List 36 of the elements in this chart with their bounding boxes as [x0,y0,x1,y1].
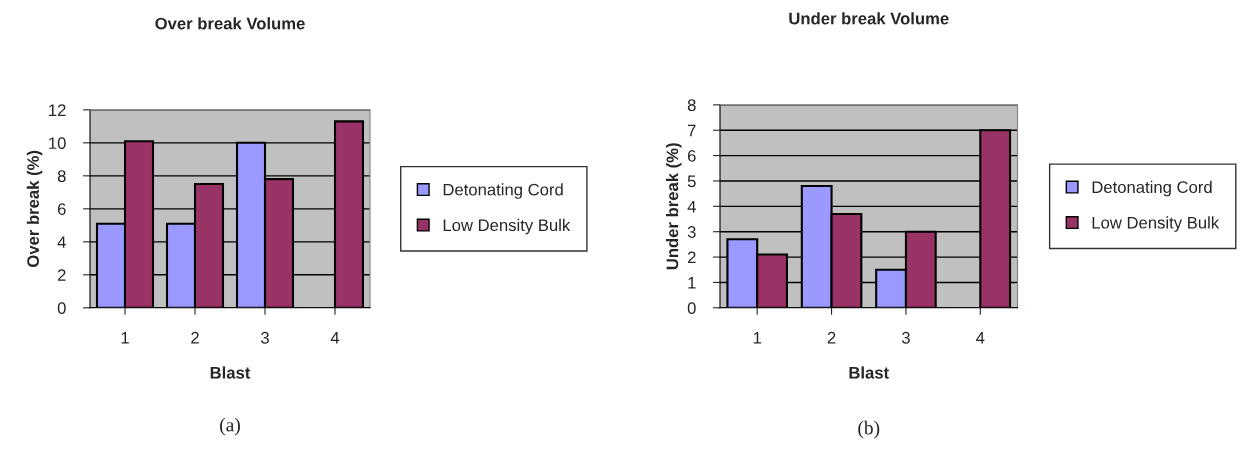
y-axis-title: Under break (%) [666,143,682,270]
x-tick-label: 2 [191,331,199,344]
legend-label: Low Density Bulk [443,218,571,235]
chart-title: Over break Volume [155,17,305,30]
y-tick-label: 6 [687,150,696,162]
x-tick-label: 3 [901,331,910,344]
y-tick-label: 0 [57,302,66,315]
legend-label: Low Density Bulk [1092,216,1220,232]
x-tick-label: 1 [121,332,129,344]
text: (a) [220,417,240,436]
y-tick-label: 2 [687,251,696,264]
y-tick-label: 8 [57,170,66,183]
y-tick-label: 3 [687,226,696,238]
y-tick-label: 12 [49,104,66,116]
x-tick-label: 4 [976,332,985,344]
y-tick-label: 4 [687,200,696,213]
x-tick-label: 2 [827,331,836,344]
legend-label: Detonating Cord [443,183,563,199]
y-tick-label: 8 [687,99,696,112]
x-tick-label: 4 [330,332,340,344]
y-tick-label: 0 [687,302,696,315]
y-tick-label: 10 [49,137,66,150]
text: (b) [858,420,880,439]
y-axis-title: Over break (%) [26,150,43,267]
y-tick-label: 2 [57,269,66,281]
x-tick-label: 1 [753,332,762,344]
chart-title: Under break Volume [789,12,949,25]
y-tick-label: 1 [688,277,696,289]
y-tick-label: 5 [687,175,696,188]
y-tick-label: 7 [687,124,696,137]
y-tick-label: 4 [57,236,66,248]
x-tick-label: 3 [261,331,269,344]
x-axis-title: Blast [210,366,251,379]
y-tick-label: 6 [57,203,66,216]
legend-label: Detonating Cord [1092,180,1212,197]
x-axis-title: Blast [849,366,889,379]
